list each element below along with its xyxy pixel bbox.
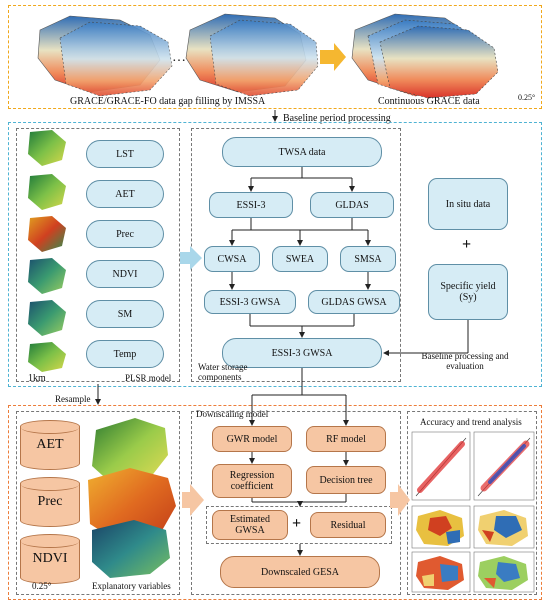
resample-label: Resample [55,394,91,404]
middle-resolution-label: 1km [28,373,46,384]
gap-map-stack-right [185,13,319,97]
aet-map [92,418,168,484]
accuracy-trend-label: Accuracy and trend analysis [420,417,522,427]
specific-yield-box: Specific yield (Sy) [428,264,508,320]
trend-map-2 [473,505,535,549]
water-storage-label: Water storage components [198,362,248,382]
baseline-panel [8,122,542,387]
continuous-label: Continuous GRACE data [378,96,480,107]
explanatory-to-model-arrow-icon [182,484,204,516]
temp-thumbnail [28,342,66,372]
grace-gap-maps [37,13,499,99]
cylinder-ndvi: NDVI [20,534,80,584]
variable-lst: LST [86,140,164,168]
variable-prec: Prec [86,220,164,248]
plsr-subpanel [16,128,180,382]
variable-ndvi: NDVI [86,260,164,288]
insitu-plus-sign: + [462,236,472,253]
essi3-gwsa-box: ESSI-3 GWSA [204,290,296,314]
regression-coefficient-box: Regression coefficient [212,464,292,498]
baseline-period-label: Baseline period processing [283,113,391,124]
top-resolution-label: 0.25° [518,93,536,102]
residual-box: Residual [310,512,386,538]
downscaling-panel [8,405,542,600]
bottom-resolution-label: 0.25° [32,581,52,591]
baseline-eval-label: Baseline processing and evaluation [421,351,509,371]
prec-map [88,468,176,542]
plsr-to-flow-arrow-icon [180,246,202,270]
variable-temp: Temp [86,340,164,368]
swea-box: SWEA [272,246,328,272]
scatter-plot-right [473,431,535,501]
gldas-gwsa-box: GLDAS GWSA [308,290,400,314]
explanatory-maps [88,418,176,578]
ndvi-thumbnail [28,258,66,294]
downscaling-model-label: Downscaling model [196,409,269,419]
gap-filling-panel [8,5,542,109]
essi3-box: ESSI-3 [209,192,293,218]
cylinder-prec: Prec [20,477,80,527]
explanatory-subpanel [16,411,180,595]
ellipsis: … [172,50,186,65]
gwr-model-box: GWR model [212,426,292,452]
explanatory-variables-label: Explanatory variables [92,581,171,591]
ndvi-map [92,520,170,578]
model-to-accuracy-arrow-icon [390,484,410,516]
scatter-plot-left [411,431,471,501]
estimated-gwsa-box: Estimated GWSA [212,510,288,540]
smsa-box: SMSA [340,246,396,272]
variable-aet: AET [86,180,164,208]
prec-thumbnail [28,216,66,252]
trend-map-1 [411,505,471,549]
cwsa-box: CWSA [204,246,260,272]
essi3-gwsa-final-box: ESSI-3 GWSA [222,338,382,368]
continuous-map-stack [351,13,499,99]
cylinder-aet: AET [20,420,80,470]
variable-thumbnails [28,130,66,372]
lst-thumbnail [28,130,66,166]
estimated-plus-sign: + [292,515,302,532]
twsa-data-box: TWSA data [222,137,382,167]
downscaled-gesa-box: Downscaled GESA [220,556,380,588]
continuous-arrow-icon [320,43,346,71]
sm-thumbnail [28,300,66,336]
insitu-data-box: In situ data [428,178,508,230]
gap-map-stack-left [37,15,173,97]
trend-map-4 [473,551,535,593]
aet-thumbnail [28,174,66,210]
gldas-box: GLDAS [310,192,394,218]
plsr-model-label: PLSR model [125,373,172,383]
variable-sm: SM [86,300,164,328]
decision-tree-box: Decision tree [306,466,386,494]
trend-map-3 [411,551,471,593]
gap-filling-label: GRACE/GRACE-FO data gap filling by IMSSA [70,96,266,107]
rf-model-box: RF model [306,426,386,452]
